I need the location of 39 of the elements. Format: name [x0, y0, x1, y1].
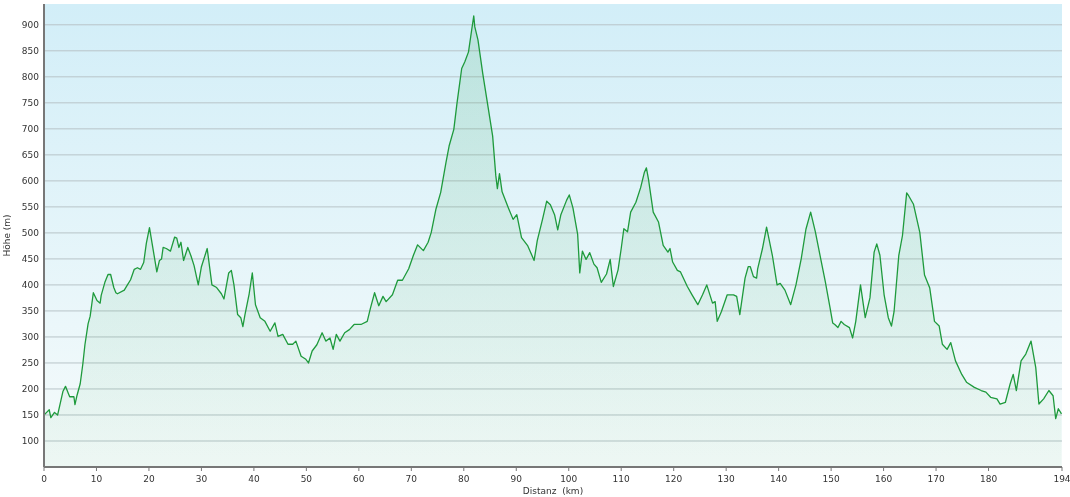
- x-tick-label: 40: [248, 474, 260, 484]
- y-tick-label: 150: [21, 410, 40, 421]
- x-axis-title: Distanz (km): [522, 486, 584, 496]
- y-tick-label: 100: [21, 436, 40, 447]
- x-tick-label: 120: [665, 474, 683, 484]
- x-tick-label: 150: [822, 474, 840, 484]
- x-tick-label: 110: [612, 474, 631, 484]
- x-tick-label: 30: [195, 474, 208, 484]
- y-tick-label: 900: [21, 19, 40, 30]
- x-tick-label: 0: [41, 474, 48, 484]
- x-tick-label: 170: [927, 474, 945, 484]
- x-tick-label: 140: [770, 474, 788, 484]
- x-tick-label: 50: [300, 474, 313, 484]
- y-tick-label: 500: [21, 228, 40, 239]
- y-tick-label: 650: [21, 150, 40, 161]
- x-tick-label: 80: [458, 474, 470, 484]
- y-tick-label: 700: [21, 124, 40, 134]
- y-tick-label: 200: [21, 384, 40, 395]
- y-tick-label: 300: [21, 332, 40, 343]
- y-tick-label: 550: [21, 202, 40, 213]
- y-tick-label: 750: [21, 97, 40, 108]
- x-tick-label: 160: [874, 474, 893, 484]
- x-tick-label: 10: [90, 474, 103, 484]
- y-tick-label: 450: [21, 254, 40, 265]
- y-tick-label: 600: [21, 176, 40, 187]
- x-tick-label: 180: [979, 474, 998, 484]
- y-axis-title: Höhe (m): [2, 214, 12, 257]
- x-tick-label: 70: [405, 474, 418, 484]
- x-tick-label: 60: [353, 474, 365, 484]
- y-tick-label: 800: [21, 71, 40, 82]
- y-tick-label: 350: [21, 306, 40, 317]
- x-tick-label: 194: [1053, 474, 1070, 484]
- x-tick-label: 130: [717, 474, 736, 484]
- y-tick-label: 850: [21, 45, 40, 56]
- y-tick-label: 250: [21, 358, 40, 369]
- x-tick-label: 100: [560, 474, 578, 484]
- x-tick-label: 20: [143, 474, 155, 484]
- y-tick-label: 400: [21, 280, 40, 291]
- x-tick-label: 90: [510, 474, 523, 484]
